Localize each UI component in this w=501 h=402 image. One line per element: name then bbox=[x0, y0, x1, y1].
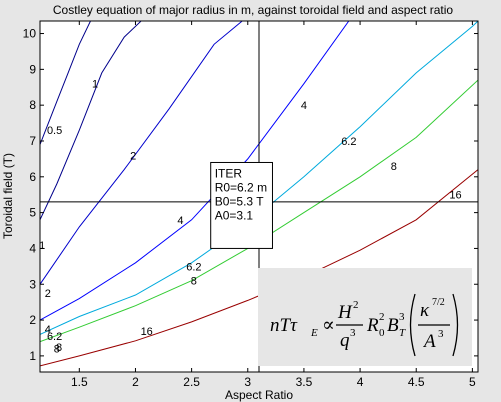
x-tick-label: 1.5 bbox=[71, 375, 88, 389]
contour-line-16 bbox=[40, 169, 478, 367]
formula-r: R bbox=[366, 315, 379, 336]
formula-a-exponent: 3 bbox=[438, 328, 444, 340]
plot-frame bbox=[39, 20, 479, 373]
y-tick-label: 2 bbox=[29, 313, 36, 327]
iter-annotation-box: ITER R0=6.2 m B0=5.3 T A0=3.1 bbox=[210, 161, 273, 249]
x-tick-label: 3.5 bbox=[296, 375, 313, 389]
contour-label: 16 bbox=[449, 190, 461, 202]
iter-box-line: A0=3.1 bbox=[215, 208, 254, 222]
formula-r-exponent: 2 bbox=[379, 311, 385, 323]
iter-box-border bbox=[210, 161, 273, 249]
formula-kappa-exponent: 7/2 bbox=[432, 297, 445, 308]
x-tick-label: 3 bbox=[244, 375, 251, 389]
y-tick-label: 10 bbox=[23, 27, 37, 41]
x-tick-label: 2.5 bbox=[183, 375, 200, 389]
iter-box-line: R0=6.2 m bbox=[215, 180, 267, 194]
iter-box-line: B0=5.3 T bbox=[215, 194, 264, 208]
contour-label: 1 bbox=[39, 240, 45, 252]
contour-label: 1 bbox=[92, 79, 98, 91]
contour-line-4 bbox=[40, 21, 350, 321]
x-axis-ticks: 1.5 2 2.5 3 3.5 4 4.5 5 bbox=[71, 21, 476, 389]
y-tick-label: 4 bbox=[29, 241, 36, 255]
formula-b-exponent: 3 bbox=[399, 311, 405, 323]
formula-right-paren bbox=[452, 293, 459, 357]
formula-background bbox=[258, 268, 472, 366]
formula-lhs-subscript: E bbox=[310, 327, 318, 339]
contour-line-0-5 bbox=[40, 21, 91, 145]
contour-label: 2 bbox=[130, 150, 136, 162]
formula-q-exponent: 3 bbox=[350, 327, 356, 339]
formula-h: H bbox=[337, 302, 353, 323]
formula-left-paren bbox=[409, 293, 416, 357]
formula-kappa: κ bbox=[420, 300, 430, 321]
x-axis-label: Aspect Ratio bbox=[225, 388, 293, 402]
x-tick-label: 2 bbox=[132, 375, 139, 389]
y-tick-label: 6 bbox=[29, 170, 36, 184]
contour-label: 6.2 bbox=[341, 136, 356, 148]
scaling-formula: nTτ E ∝ H 2 q 3 R 0 2 B T 3 κ 7/2 A 3 bbox=[258, 268, 472, 366]
y-tick-label: 7 bbox=[29, 134, 36, 148]
contour-label: 8 bbox=[56, 342, 62, 354]
x-tick-label: 5 bbox=[469, 375, 476, 389]
x-tick-label: 4 bbox=[357, 375, 364, 389]
y-tick-label: 9 bbox=[29, 62, 36, 76]
y-tick-label: 3 bbox=[29, 277, 36, 291]
contour-line-1 bbox=[40, 21, 142, 221]
formula-q: q bbox=[340, 330, 350, 351]
contour-label: 0.5 bbox=[47, 125, 62, 137]
x-tick-label: 4.5 bbox=[408, 375, 425, 389]
y-tick-label: 5 bbox=[29, 206, 36, 220]
formula-h-exponent: 2 bbox=[353, 299, 359, 311]
contour-label: 6.2 bbox=[186, 261, 201, 273]
formula-a: A bbox=[422, 331, 436, 352]
y-tick-label: 1 bbox=[29, 349, 36, 363]
contour-label: 2 bbox=[45, 288, 51, 300]
y-axis-label: Toroidal field (T) bbox=[1, 153, 15, 239]
formula-b: B bbox=[387, 315, 399, 336]
formula-r-subscript: 0 bbox=[379, 327, 385, 339]
contour-line-6-2 bbox=[40, 21, 478, 335]
y-tick-label: 8 bbox=[29, 98, 36, 112]
contour-label: 4 bbox=[301, 100, 307, 112]
contour-lines bbox=[40, 21, 478, 367]
formula-lhs: nTτ bbox=[270, 315, 298, 336]
contour-label: 8 bbox=[54, 344, 60, 356]
contour-label: 6.2 bbox=[47, 331, 62, 343]
contour-label: 4 bbox=[177, 215, 183, 227]
contour-label: 4 bbox=[45, 324, 51, 336]
formula-proportional-sign: ∝ bbox=[322, 315, 335, 336]
contour-label: 8 bbox=[191, 276, 197, 288]
contour-label: 16 bbox=[141, 326, 153, 338]
contour-label: 8 bbox=[391, 161, 397, 173]
contour-line-2 bbox=[40, 21, 243, 285]
chart-title: Costley equation of major radius in m, a… bbox=[53, 3, 454, 17]
formula-b-subscript: T bbox=[399, 327, 406, 339]
iter-box-line: ITER bbox=[215, 166, 243, 180]
